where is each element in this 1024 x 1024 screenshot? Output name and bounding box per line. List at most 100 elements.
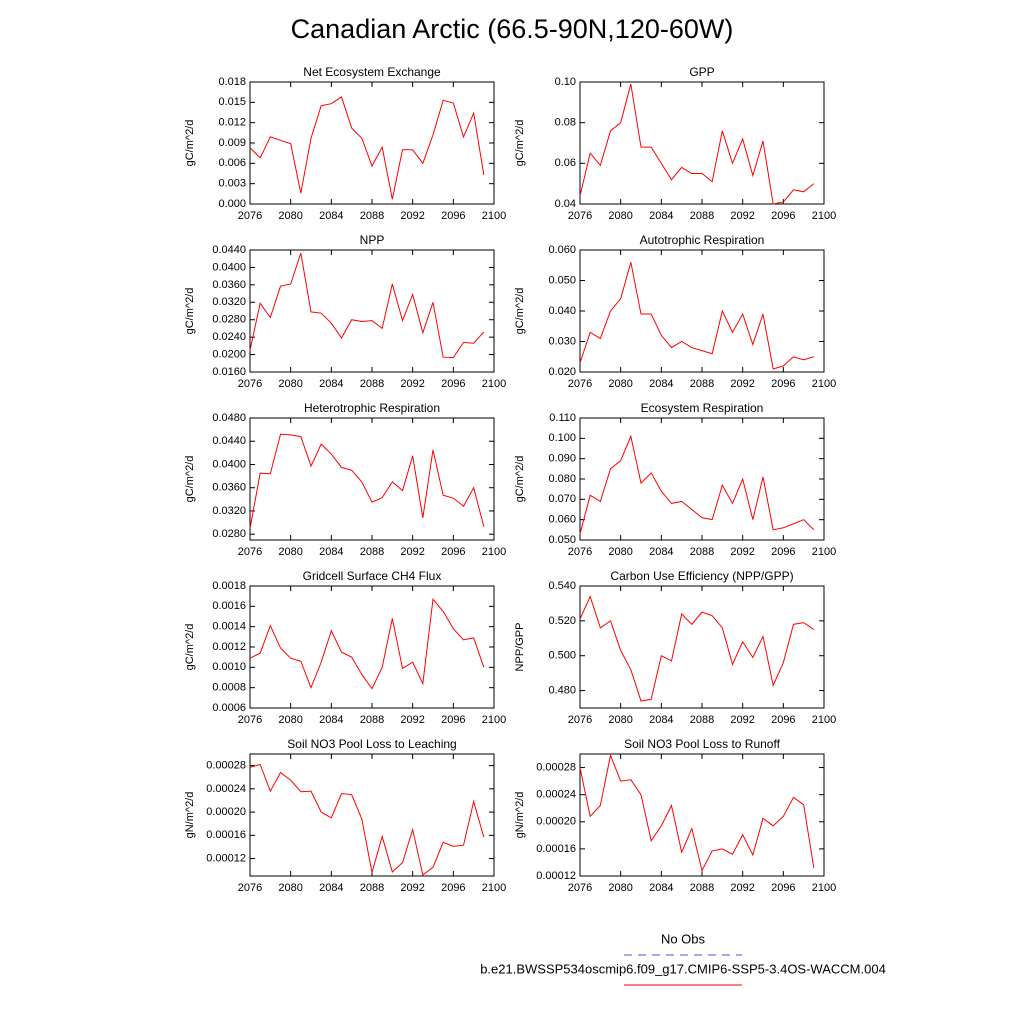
x-tick-label: 2092 [400, 378, 424, 390]
x-tick-label: 2092 [730, 882, 754, 894]
x-tick-label: 2096 [771, 546, 795, 558]
y-tick-label: 0.08 [555, 117, 576, 129]
x-tick-label: 2100 [812, 714, 836, 726]
y-tick-label: 0.0014 [212, 621, 246, 633]
y-tick-label: 0.000 [218, 198, 246, 210]
y-tick-label: 0.110 [549, 412, 576, 424]
y-tick-label: 0.0010 [212, 661, 246, 673]
y-axis-label: gC/m^2/d [514, 288, 526, 335]
y-axis-label: gC/m^2/d [184, 456, 196, 503]
y-tick-label: 0.0008 [212, 682, 246, 694]
y-tick-label: 0.0480 [212, 412, 246, 424]
y-tick-label: 0.00024 [206, 783, 246, 795]
x-tick-label: 2088 [360, 882, 384, 894]
x-tick-label: 2092 [400, 546, 424, 558]
y-tick-label: 0.00012 [206, 852, 246, 864]
x-tick-label: 2092 [400, 714, 424, 726]
data-line [249, 763, 485, 876]
panel-title: Autotrophic Respiration [640, 233, 765, 247]
panel-title: Carbon Use Efficiency (NPP/GPP) [610, 569, 793, 583]
panel-title: GPP [689, 65, 714, 79]
x-tick-label: 2076 [238, 378, 262, 390]
x-tick-label: 2080 [278, 546, 302, 558]
x-tick-label: 2088 [360, 546, 384, 558]
x-tick-label: 2100 [812, 378, 836, 390]
x-tick-label: 2092 [730, 210, 754, 222]
x-tick-label: 2084 [319, 378, 343, 390]
x-tick-label: 2084 [649, 546, 673, 558]
x-tick-label: 2088 [690, 546, 714, 558]
x-tick-label: 2088 [690, 210, 714, 222]
x-tick-label: 2084 [319, 882, 343, 894]
y-tick-label: 0.018 [218, 76, 246, 88]
y-tick-label: 0.040 [548, 305, 576, 317]
panel-title: Net Ecosystem Exchange [303, 65, 441, 79]
x-tick-label: 2096 [771, 714, 795, 726]
x-tick-label: 2084 [319, 714, 343, 726]
y-tick-label: 0.0280 [212, 528, 246, 540]
y-tick-label: 0.0006 [212, 702, 246, 714]
y-tick-label: 0.060 [548, 514, 576, 526]
x-tick-label: 2096 [441, 546, 465, 558]
y-axis-label: gN/m^2/d [514, 792, 526, 839]
y-tick-label: 0.080 [548, 473, 576, 485]
x-tick-label: 2092 [400, 882, 424, 894]
x-tick-label: 2076 [238, 210, 262, 222]
y-tick-label: 0.030 [548, 335, 576, 347]
x-tick-label: 2096 [771, 882, 795, 894]
y-tick-label: 0.0018 [212, 580, 246, 592]
y-tick-label: 0.0016 [212, 600, 246, 612]
y-axis-label: gC/m^2/d [514, 456, 526, 503]
y-axis-label: gC/m^2/d [514, 120, 526, 167]
y-tick-label: 0.090 [548, 453, 576, 465]
y-tick-label: 0.012 [218, 117, 246, 129]
x-tick-label: 2084 [319, 210, 343, 222]
panel-title: Ecosystem Respiration [641, 401, 764, 415]
x-tick-label: 2092 [400, 210, 424, 222]
x-tick-label: 2088 [690, 714, 714, 726]
x-tick-label: 2096 [441, 378, 465, 390]
data-line [579, 595, 815, 702]
x-tick-label: 2076 [238, 882, 262, 894]
data-line [249, 96, 485, 200]
panel-title: Soil NO3 Pool Loss to Runoff [624, 737, 781, 751]
data-line [249, 252, 485, 359]
y-tick-label: 0.520 [548, 615, 576, 627]
y-tick-label: 0.003 [218, 178, 246, 190]
data-line [579, 83, 815, 205]
y-tick-label: 0.00016 [536, 843, 576, 855]
y-tick-label: 0.0280 [212, 314, 246, 326]
data-line [579, 753, 815, 872]
legend-label: b.e21.BWSSP534oscmip6.f09_g17.CMIP6-SSP5… [480, 961, 886, 976]
x-tick-label: 2084 [319, 546, 343, 558]
y-tick-label: 0.0320 [212, 296, 246, 308]
data-line [249, 598, 485, 690]
panel-title: NPP [360, 233, 385, 247]
y-tick-label: 0.060 [548, 244, 576, 256]
x-tick-label: 2076 [568, 210, 592, 222]
x-tick-label: 2088 [360, 714, 384, 726]
y-tick-label: 0.0400 [212, 458, 246, 470]
x-tick-label: 2084 [649, 714, 673, 726]
y-tick-label: 0.00016 [206, 829, 246, 841]
x-tick-label: 2100 [482, 546, 506, 558]
y-tick-label: 0.500 [548, 650, 576, 662]
x-tick-label: 2096 [441, 210, 465, 222]
y-tick-label: 0.006 [218, 157, 246, 169]
x-tick-label: 2100 [812, 546, 836, 558]
x-tick-label: 2092 [730, 378, 754, 390]
y-tick-label: 0.050 [548, 534, 576, 546]
x-tick-label: 2080 [608, 210, 632, 222]
y-tick-label: 0.0440 [212, 435, 246, 447]
x-tick-label: 2088 [690, 378, 714, 390]
y-tick-label: 0.00024 [536, 789, 576, 801]
y-tick-label: 0.00020 [206, 806, 246, 818]
x-tick-label: 2076 [568, 378, 592, 390]
y-tick-label: 0.00028 [206, 760, 246, 772]
data-line [579, 434, 815, 535]
y-tick-label: 0.0320 [212, 505, 246, 517]
y-tick-label: 0.10 [555, 76, 576, 88]
y-tick-label: 0.0012 [212, 641, 246, 653]
